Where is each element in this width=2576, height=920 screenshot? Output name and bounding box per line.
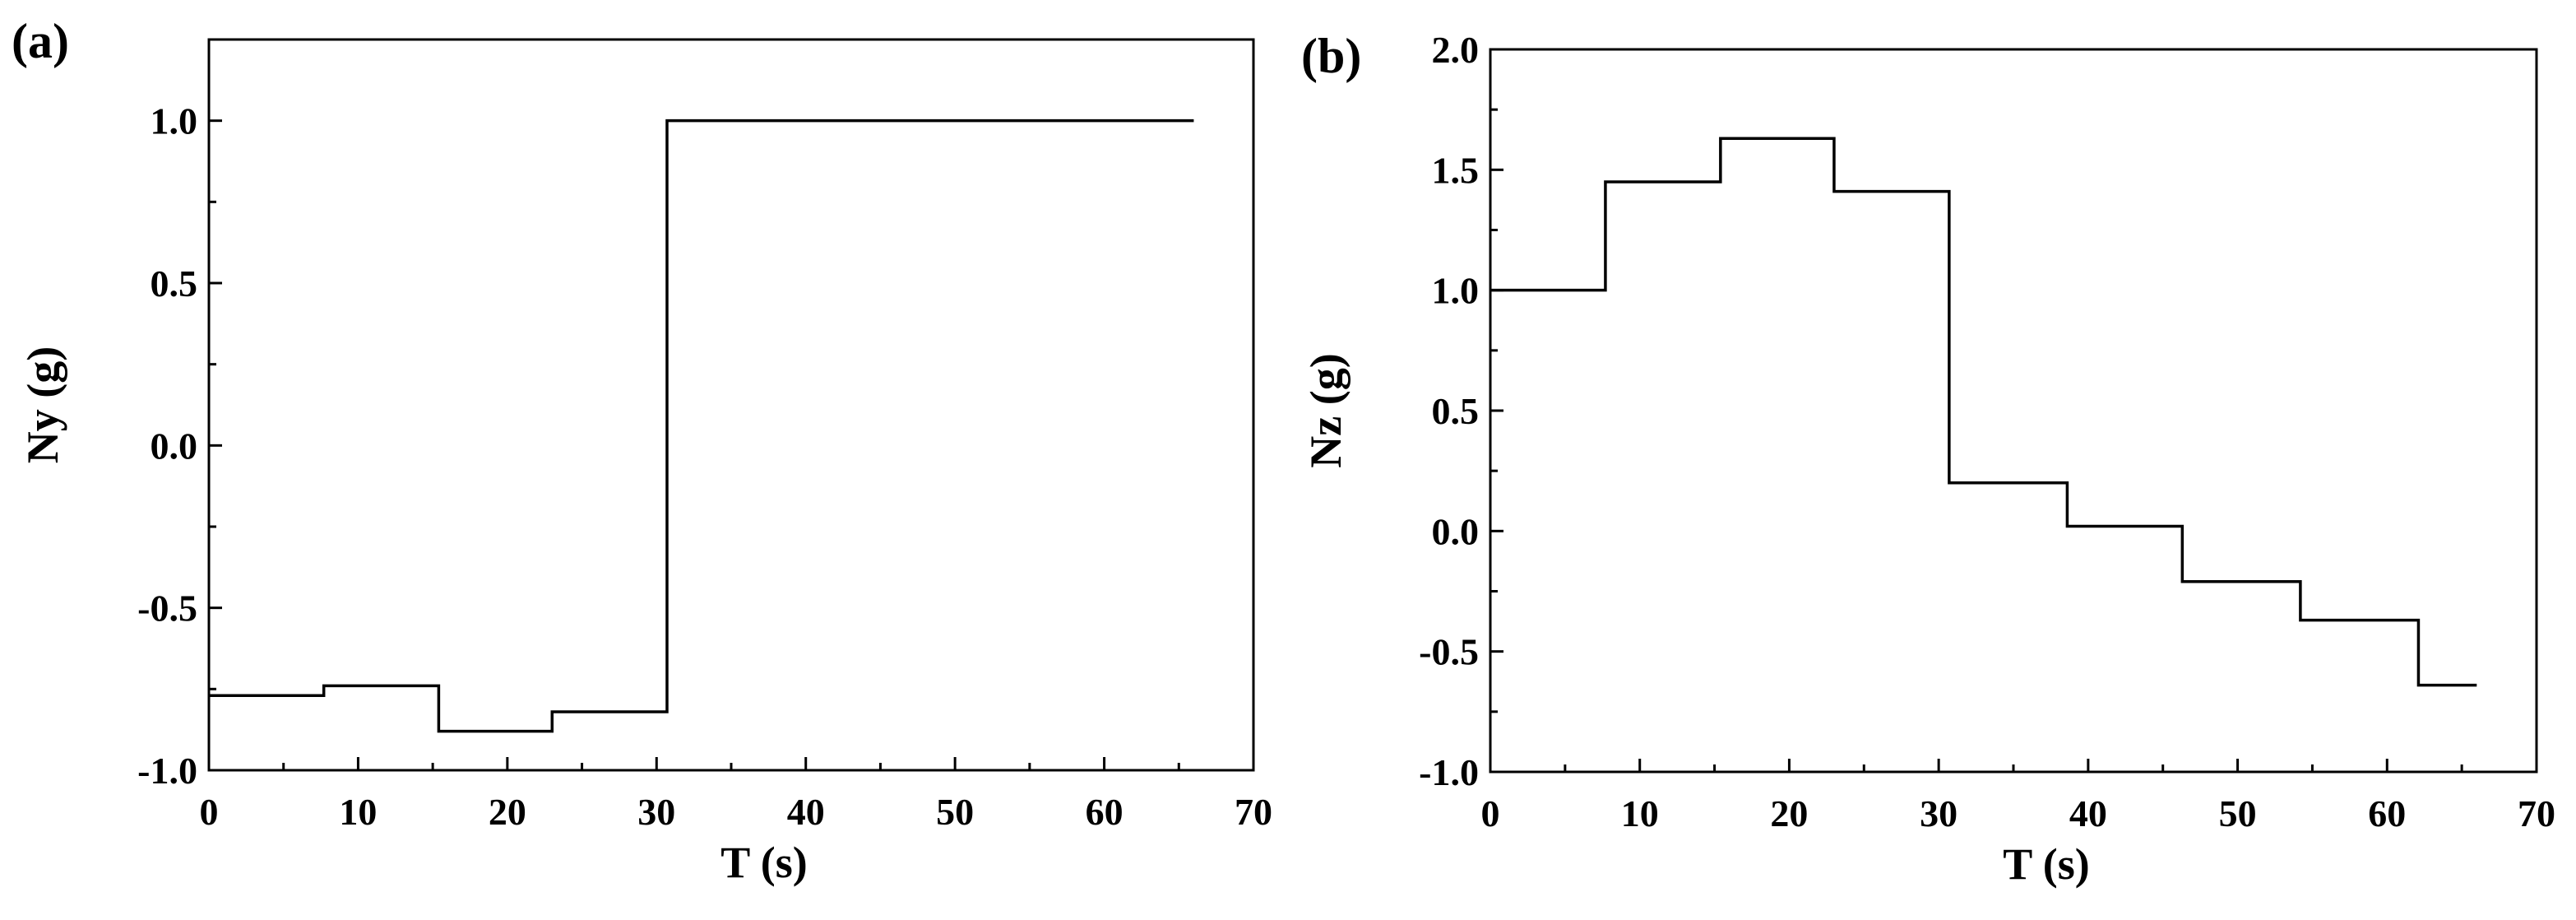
y-tick-label: -0.5 [137,588,197,630]
plot-frame [207,38,1255,772]
series-line-1-0 [1490,137,2477,687]
x-tick-label: 40 [787,791,825,833]
x-tick-label: 40 [2069,792,2107,834]
y-tick-label: 1.5 [1432,149,1480,191]
x-tick-label: 70 [1235,791,1272,833]
x-tick-label: 30 [1920,792,1957,834]
y-tick-label: 1.0 [151,100,198,142]
x-tick-label: 10 [1621,792,1659,834]
y-tick-label: -1.0 [137,750,197,792]
x-tick-label: 0 [1481,792,1500,834]
y-tick-label: -0.5 [1419,631,1479,673]
y-tick-label: 0.5 [1432,390,1480,432]
y-tick-label: 0.5 [151,263,198,304]
y-tick-label: 0.0 [151,425,198,467]
x-tick-label: 50 [2219,792,2257,834]
x-tick-label: 60 [1086,791,1124,833]
y-tick-label: 2.0 [1432,29,1480,71]
panel-label: (a) [12,14,69,68]
x-axis-title: T (s) [2003,839,2090,889]
y-tick-label: 1.0 [1432,270,1480,312]
plot-frame [1489,48,2538,774]
x-axis-title: T (s) [720,838,808,887]
series-line-0-0 [209,118,1194,733]
panel-a: 0 10 20 30 40 50 60 70 -1.0 -0.5 0.0 0.5 1.0 T (s) Ny … [12,14,1272,887]
panel-b: 0 10 20 30 40 50 60 70 -1.0 -0.5 0.0 0.5 1.0 1.5 2.0 T … [1301,29,2555,889]
panel-label: (b) [1301,29,1361,83]
x-tick-label: 10 [339,791,377,833]
x-tick-label: 60 [2368,792,2406,834]
x-tick-label: 30 [637,791,675,833]
x-tick-label: 70 [2518,792,2555,834]
x-tick-label: 20 [489,791,526,833]
y-tick-label: -1.0 [1419,751,1479,793]
y-tick-label: 0.0 [1432,510,1480,552]
x-tick-label: 20 [1770,792,1808,834]
y-axis-title: Nz (g) [1301,353,1351,467]
y-axis-title: Ny (g) [18,346,67,463]
x-tick-label: 0 [200,791,219,833]
x-tick-label: 50 [936,791,974,833]
